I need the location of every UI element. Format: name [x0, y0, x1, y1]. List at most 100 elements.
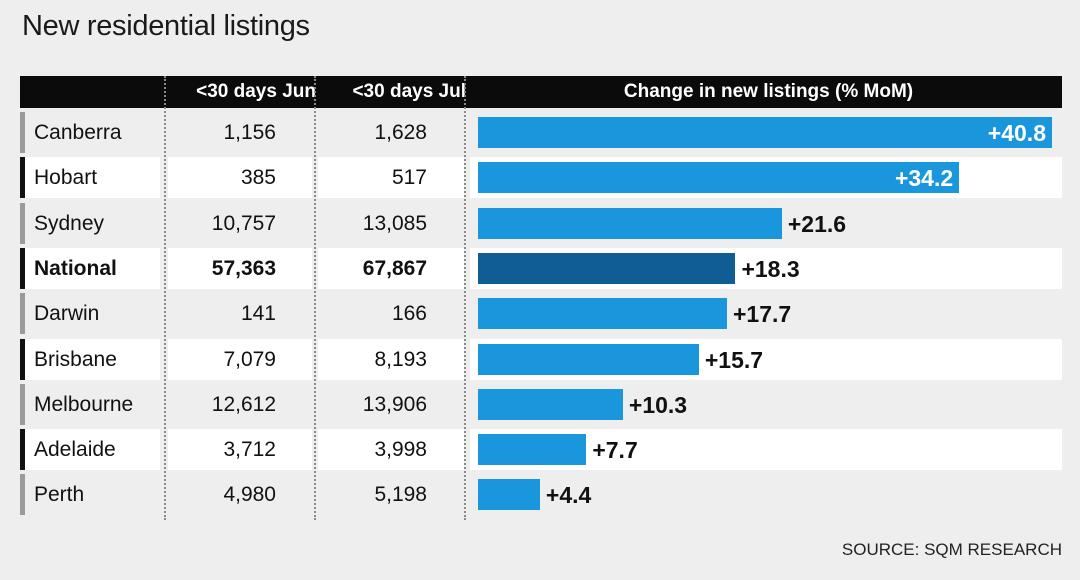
jul-value: 67,867	[362, 256, 427, 280]
header-jul: <30 days Jul	[352, 81, 466, 102]
cell-background	[20, 338, 160, 380]
cell-background	[470, 474, 1062, 516]
jun-value: 385	[240, 166, 276, 190]
table-row: Melbourne 12,612 13,906 +10.3	[20, 383, 1062, 425]
region-label: Canberra	[34, 121, 122, 144]
cell-background	[20, 247, 160, 289]
cell-background	[318, 112, 464, 153]
cell-background	[168, 112, 312, 153]
table-row: Darwin 141 166 +17.7	[20, 293, 1062, 335]
jun-value: 57,363	[211, 256, 276, 280]
cell-background	[168, 247, 312, 289]
change-label: +10.3	[628, 391, 688, 418]
region-label: Perth	[34, 483, 85, 507]
table-row: Perth 4,980 5,198 +4.4	[20, 474, 1062, 516]
change-label: +21.6	[787, 210, 847, 237]
cell-background	[20, 293, 160, 335]
row-accent	[20, 293, 25, 335]
region-label: Hobart	[34, 166, 98, 190]
cell-background	[20, 112, 160, 153]
cell-background	[20, 474, 160, 516]
cell-background	[20, 383, 160, 425]
cell-background	[20, 202, 160, 244]
region-label: Darwin	[34, 302, 100, 326]
cell-background	[168, 383, 312, 425]
region-label: Sydney	[34, 211, 105, 235]
jul-value: 3,998	[374, 438, 427, 462]
cell-background	[20, 429, 160, 471]
change-label: +7.7	[592, 437, 638, 464]
jul-value: 1,628	[374, 121, 427, 144]
cell-background	[168, 157, 312, 199]
cell-background	[168, 293, 312, 335]
jun-value: 3,712	[223, 438, 276, 462]
chart-title: New residential listings	[22, 10, 310, 42]
jul-value: 5,198	[374, 483, 427, 507]
region-label: Brisbane	[34, 347, 117, 371]
jul-value: 517	[391, 166, 427, 190]
column-divider	[314, 76, 316, 520]
change-bar	[478, 252, 736, 284]
jul-value: 8,193	[374, 347, 427, 371]
change-label: +18.3	[741, 255, 800, 282]
table-row: Adelaide 3,712 3,998 +7.7	[20, 429, 1062, 471]
source-note: SOURCE: SQM RESEARCH	[841, 540, 1062, 559]
cell-background	[318, 247, 464, 289]
cell-background	[168, 429, 312, 471]
row-accent	[20, 202, 25, 244]
column-divider	[464, 76, 466, 520]
row-accent	[20, 247, 25, 289]
header-change: Change in new listings (% MoM)	[623, 81, 914, 102]
cell-background	[318, 293, 464, 335]
region-label: Adelaide	[34, 438, 116, 462]
row-accent	[20, 338, 25, 380]
change-bar	[478, 117, 1052, 148]
change-bar	[478, 207, 782, 239]
table-row: Canberra 1,156 1,628 +40.8	[20, 112, 1062, 153]
cell-background	[20, 157, 160, 199]
jun-value: 7,079	[223, 347, 276, 371]
cell-background	[318, 474, 464, 516]
change-label: +34.2	[894, 165, 954, 192]
cell-background	[168, 474, 312, 516]
table-row: Brisbane 7,079 8,193 +15.7	[20, 338, 1062, 380]
row-accent	[20, 157, 25, 199]
row-accent	[20, 429, 25, 471]
change-bar	[478, 343, 699, 375]
table-header: <30 days Jun <30 days Jul Change in new …	[20, 76, 1062, 108]
cell-background	[318, 383, 464, 425]
change-label: +4.4	[545, 482, 592, 509]
change-bar	[478, 298, 727, 330]
cell-background	[318, 429, 464, 471]
row-accent	[20, 383, 25, 425]
jun-value: 12,612	[211, 392, 276, 416]
table-row: Sydney 10,757 13,085 +21.6	[20, 202, 1062, 244]
table-row: National 57,363 67,867 +18.3	[20, 247, 1062, 289]
change-bar	[478, 162, 960, 194]
header-jun: <30 days Jun	[196, 81, 316, 102]
column-divider	[164, 76, 166, 520]
row-accent	[20, 112, 25, 153]
change-bar	[478, 434, 587, 466]
region-label: National	[34, 256, 117, 280]
row-accent	[20, 474, 25, 516]
jun-value: 10,757	[211, 211, 276, 235]
jul-value: 13,906	[362, 392, 427, 416]
change-label: +17.7	[733, 301, 792, 328]
change-label: +15.7	[704, 346, 764, 373]
change-bar	[478, 479, 540, 511]
jun-value: 1,156	[223, 121, 276, 144]
cell-background	[168, 338, 312, 380]
jul-value: 166	[391, 302, 427, 326]
cell-background	[168, 202, 312, 244]
change-bar	[478, 388, 623, 420]
region-label: Melbourne	[34, 392, 134, 416]
cell-background	[318, 338, 464, 380]
jun-value: 141	[240, 302, 276, 326]
cell-background	[318, 157, 464, 199]
change-label: +40.8	[987, 120, 1046, 146]
jul-value: 13,085	[362, 211, 427, 235]
jun-value: 4,980	[223, 483, 276, 507]
table-row: Hobart 385 517 +34.2	[20, 157, 1062, 199]
cell-background	[318, 202, 464, 244]
